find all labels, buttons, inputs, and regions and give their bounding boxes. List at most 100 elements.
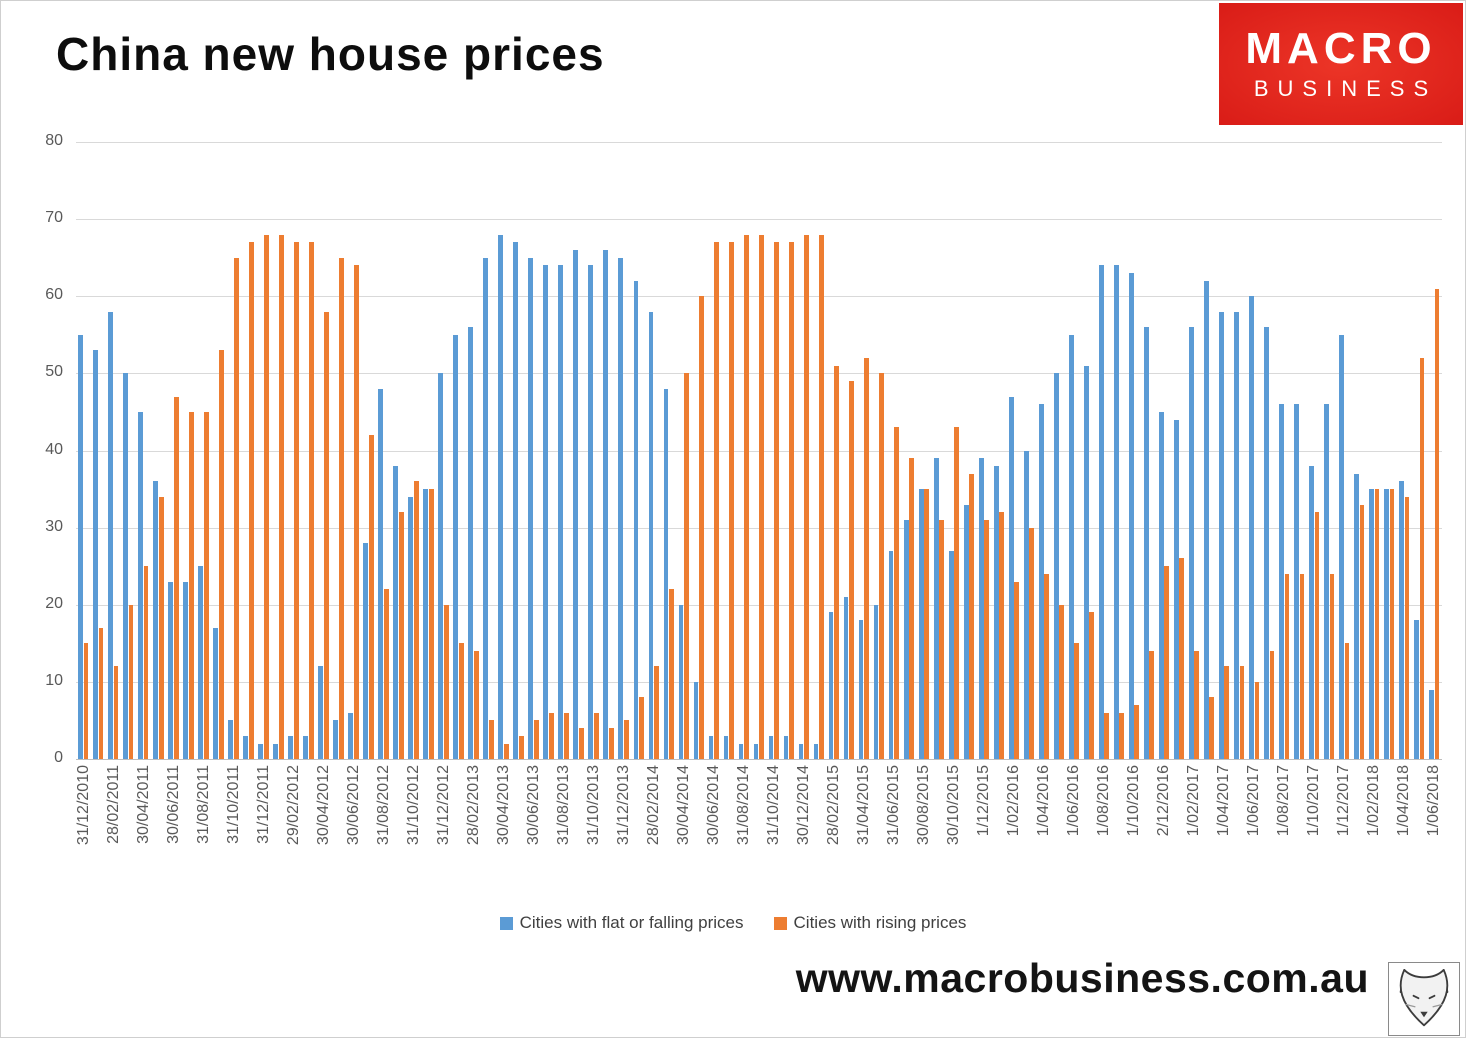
bar-rising <box>699 296 704 759</box>
x-axis-label: 31/08/2014 <box>734 765 752 846</box>
bar-flat-or-falling <box>1384 489 1389 759</box>
bar-flat-or-falling <box>1218 311 1224 759</box>
gridline <box>76 373 1442 375</box>
bar-flat-or-falling <box>423 489 429 759</box>
x-axis-label: 30/04/2014 <box>674 765 692 846</box>
bar-flat-or-falling <box>1113 265 1119 759</box>
bar-rising <box>1104 712 1110 759</box>
x-axis-label: 2/12/2016 <box>1155 765 1173 837</box>
bar-rising <box>428 489 434 759</box>
bar-flat-or-falling <box>708 735 714 759</box>
bar-flat-or-falling <box>243 735 249 759</box>
bar-rising <box>128 604 134 759</box>
bar-rising <box>443 604 449 759</box>
bar-flat-or-falling <box>1023 450 1029 759</box>
x-axis-label: 1/02/2017 <box>1185 765 1203 837</box>
bar-rising <box>1404 496 1410 759</box>
bar-chart-plot-area <box>76 142 1442 760</box>
bar-rising <box>594 712 599 759</box>
bar-flat-or-falling <box>663 388 669 759</box>
bar-rising <box>1179 558 1185 759</box>
x-axis-label: 30/04/2011 <box>134 765 152 844</box>
bar-flat-or-falling <box>828 612 834 759</box>
bar-flat-or-falling <box>1098 265 1104 759</box>
bar-rising <box>774 242 779 759</box>
bar-rising <box>654 666 659 759</box>
bar-flat-or-falling <box>1339 334 1344 759</box>
x-axis-label: 1/10/2016 <box>1125 765 1143 837</box>
bar-rising <box>999 512 1005 759</box>
x-axis-label: 30/12/2014 <box>795 765 813 846</box>
bar-flat-or-falling <box>198 566 203 759</box>
bar-flat-or-falling <box>993 465 999 759</box>
y-axis-label: 30 <box>45 517 63 535</box>
bar-flat-or-falling <box>633 280 639 759</box>
x-axis-label: 1/04/2016 <box>1035 765 1053 837</box>
bar-flat-or-falling <box>573 249 579 759</box>
bar-flat-or-falling <box>678 604 684 759</box>
bar-flat-or-falling <box>318 666 324 759</box>
bar-flat-or-falling <box>798 743 804 759</box>
bar-rising <box>368 435 374 759</box>
bar-flat-or-falling <box>288 735 294 759</box>
bar-rising <box>1389 489 1395 759</box>
bar-flat-or-falling <box>78 334 83 759</box>
x-axis-label: 1/12/2017 <box>1335 765 1353 837</box>
legend-label: Cities with rising prices <box>793 913 967 932</box>
bar-rising <box>1209 697 1215 759</box>
gridline <box>76 219 1442 221</box>
x-axis-label: 31/08/2012 <box>374 765 392 846</box>
bar-rising <box>173 396 179 759</box>
x-axis-label: 1/08/2017 <box>1275 765 1293 837</box>
x-axis-label: 31/08/2011 <box>194 765 212 844</box>
bar-flat-or-falling <box>693 681 699 759</box>
x-axis-label: 31/10/2011 <box>224 765 242 844</box>
bar-flat-or-falling <box>483 257 489 759</box>
bar-rising <box>353 265 359 759</box>
logo-macro-text: MACRO <box>1245 24 1437 74</box>
y-axis-label: 20 <box>45 594 63 612</box>
bar-rising <box>263 234 269 759</box>
bar-rising <box>1239 666 1245 759</box>
bar-flat-or-falling <box>558 265 564 759</box>
bar-rising <box>518 735 524 759</box>
bar-flat-or-falling <box>1233 311 1239 759</box>
y-axis-label: 70 <box>45 209 63 227</box>
bar-rising <box>624 720 629 759</box>
bar-rising <box>939 519 945 759</box>
bar-rising <box>413 481 419 759</box>
bar-flat-or-falling <box>1278 404 1284 759</box>
y-axis-label: 80 <box>45 132 63 149</box>
bar-rising <box>1434 288 1440 759</box>
gridline <box>76 681 1442 683</box>
bar-flat-or-falling <box>1083 365 1089 759</box>
bar-flat-or-falling <box>903 519 909 759</box>
bar-flat-or-falling <box>723 735 729 759</box>
x-axis-label: 30/06/2011 <box>164 765 182 844</box>
bar-rising <box>218 350 224 759</box>
x-axis-label: 31/08/2013 <box>554 765 572 846</box>
bar-flat-or-falling <box>468 327 474 759</box>
x-axis-label: 31/06/2015 <box>885 765 903 846</box>
bar-flat-or-falling <box>513 242 519 759</box>
bar-flat-or-falling <box>498 234 504 759</box>
bar-flat-or-falling <box>753 743 759 759</box>
x-axis-label: 1/12/2015 <box>975 765 993 837</box>
bar-rising <box>488 720 494 759</box>
legend-item: Cities with flat or falling prices <box>499 913 744 933</box>
bar-rising <box>1224 666 1230 759</box>
bar-rising <box>894 427 900 759</box>
bar-flat-or-falling <box>618 257 624 759</box>
bar-rising <box>143 566 149 759</box>
bar-rising <box>849 381 854 759</box>
bar-flat-or-falling <box>1324 404 1329 759</box>
bar-rising <box>1299 573 1305 759</box>
bar-rising <box>1344 643 1350 759</box>
bar-flat-or-falling <box>1309 465 1314 759</box>
bar-flat-or-falling <box>183 581 188 759</box>
bar-rising <box>188 411 194 759</box>
x-axis-label: 28/02/2015 <box>825 765 843 846</box>
x-axis-label: 1/02/2018 <box>1365 765 1383 837</box>
bar-rising <box>1359 504 1365 759</box>
bar-rising <box>744 234 749 759</box>
